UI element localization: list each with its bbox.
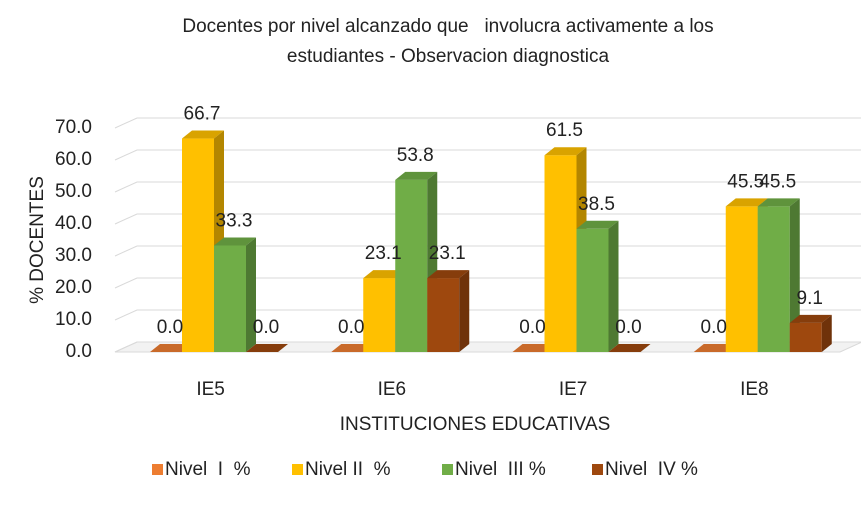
- data-label: 45.5: [727, 171, 764, 192]
- bar-front: [214, 245, 246, 352]
- bar-front: [182, 138, 214, 352]
- bar-top: [757, 198, 800, 207]
- legend-swatch: [152, 464, 163, 475]
- bar-side: [821, 314, 832, 352]
- data-label: 33.3: [216, 210, 253, 231]
- chart-title: estudiantes - Observacion diagnostica: [287, 46, 610, 67]
- grid-line: [114, 245, 861, 257]
- bar: [512, 344, 555, 352]
- bar: [757, 198, 800, 352]
- y-tick-label: 0.0: [66, 341, 92, 362]
- bar-front: [725, 206, 758, 352]
- grid-line: [114, 117, 861, 129]
- bar-top: [512, 344, 555, 352]
- bar-front: [544, 155, 577, 352]
- y-tick-label: 10.0: [55, 309, 92, 330]
- bar-top: [544, 147, 587, 156]
- x-tick-label: IE7: [559, 379, 588, 400]
- grid-line: [114, 213, 861, 225]
- y-axis-title: % DOCENTES: [27, 176, 48, 304]
- bar-side: [246, 237, 256, 352]
- y-tick-label: 40.0: [55, 213, 92, 234]
- bar-top: [608, 344, 651, 352]
- bar: [150, 344, 192, 352]
- data-label: 45.5: [759, 171, 796, 192]
- bar-top: [331, 344, 374, 352]
- data-label: 0.0: [519, 317, 545, 338]
- bar-top: [789, 314, 832, 323]
- grid-line: [114, 309, 861, 321]
- bar-front: [395, 179, 428, 352]
- bar: [331, 344, 374, 352]
- bar-top: [693, 344, 736, 352]
- legend-swatch: [592, 464, 603, 475]
- bar-side: [608, 220, 619, 352]
- data-label: 53.8: [397, 145, 434, 166]
- bar-side: [789, 198, 800, 352]
- bar-top: [427, 270, 470, 279]
- bar-top: [363, 270, 406, 279]
- data-label: 0.0: [338, 317, 364, 338]
- bar: [789, 314, 832, 352]
- x-axis-title: INSTITUCIONES EDUCATIVAS: [340, 414, 611, 435]
- bar: [427, 270, 470, 352]
- legend-label: Nivel I %: [165, 459, 251, 480]
- bar: [608, 344, 651, 352]
- x-tick-label: IE5: [196, 379, 225, 400]
- data-label: 0.0: [615, 317, 641, 338]
- data-label: 38.5: [578, 194, 615, 215]
- bar-front: [427, 278, 460, 352]
- bar-top: [576, 220, 619, 229]
- bar: [214, 237, 256, 352]
- y-tick-label: 20.0: [55, 277, 92, 298]
- bar-top: [395, 171, 438, 180]
- bar: [576, 220, 619, 352]
- bar-front: [789, 322, 822, 352]
- bar-top: [725, 198, 768, 207]
- y-tick-label: 70.0: [55, 117, 92, 138]
- grid-line: [114, 277, 861, 289]
- bar-front: [757, 206, 790, 352]
- bar-top: [246, 344, 288, 352]
- data-label: 23.1: [365, 243, 402, 264]
- legend-swatch: [292, 464, 303, 475]
- bar: [693, 344, 736, 352]
- x-tick-label: IE8: [740, 379, 769, 400]
- grid-line: [114, 181, 861, 193]
- bar-top: [150, 344, 192, 352]
- data-label: 23.1: [429, 243, 466, 264]
- data-label: 9.1: [797, 288, 823, 309]
- bar-side: [459, 270, 470, 352]
- legend-label: Nivel III %: [455, 459, 546, 480]
- y-tick-label: 50.0: [55, 181, 92, 202]
- legend-swatch: [442, 464, 453, 475]
- x-tick-label: IE6: [378, 379, 407, 400]
- grid-line: [114, 341, 861, 353]
- bar-top: [214, 237, 256, 246]
- chart-title: Docentes por nivel alcanzado que involuc…: [182, 16, 713, 37]
- y-tick-label: 30.0: [55, 245, 92, 266]
- grid-line: [114, 149, 861, 161]
- data-label: 0.0: [157, 317, 183, 338]
- bar-front: [576, 228, 609, 352]
- bar: [246, 344, 288, 352]
- data-label: 0.0: [701, 317, 727, 338]
- bar-top: [182, 130, 224, 139]
- legend-label: Nivel II %: [305, 459, 391, 480]
- bar-front: [363, 278, 396, 352]
- data-label: 66.7: [184, 104, 221, 125]
- legend-label: Nivel IV %: [605, 459, 698, 480]
- data-label: 61.5: [546, 120, 583, 141]
- data-label: 0.0: [253, 317, 279, 338]
- y-tick-label: 60.0: [55, 149, 92, 170]
